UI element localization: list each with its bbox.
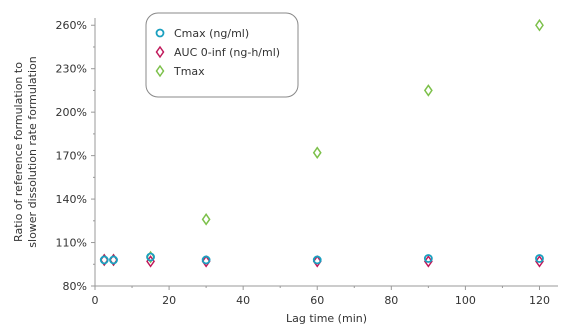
- axes: 80% 110% 140% 170% 200% 230% 260% 0 20 40 60 80 100 1…: [12, 18, 558, 325]
- data-point: [201, 255, 211, 265]
- data-point: [423, 254, 433, 263]
- legend-box: [145, 12, 299, 98]
- y-tick-label: 80%: [63, 280, 87, 293]
- y-axis-title: Ratio of reference formulation to: [12, 62, 25, 242]
- legend-label: Cmax (ng/ml): [174, 27, 249, 40]
- data-point: [423, 84, 433, 97]
- y-tick-label: 200%: [56, 106, 87, 119]
- legend: Cmax (ng/ml) AUC 0-inf (ng-h/ml) Tmax: [145, 12, 299, 98]
- data-point: [201, 213, 211, 226]
- y-tick-label: 140%: [56, 193, 87, 206]
- x-tick-label: 80: [384, 294, 398, 307]
- x-tick-label: 120: [529, 294, 550, 307]
- x-tick-label: 60: [310, 294, 324, 307]
- data-point: [312, 255, 322, 265]
- legend-marker: [155, 45, 165, 59]
- data-point: [535, 254, 544, 263]
- legend-label: Tmax: [173, 65, 205, 78]
- data-point: [109, 255, 118, 265]
- data-point: [201, 255, 211, 268]
- x-tick-label: 40: [236, 294, 250, 307]
- y-tick-label: 110%: [56, 237, 87, 250]
- x-tick-label: 20: [162, 294, 176, 307]
- data-point: [312, 146, 322, 160]
- y-axis-title: slower dissolution rate formulation: [26, 56, 39, 247]
- x-tick-label: 0: [92, 294, 99, 307]
- data-point: [312, 255, 322, 268]
- y-tick-label: 230%: [56, 63, 87, 76]
- data-point: [535, 255, 544, 268]
- x-axis-title: Lag time (min): [286, 312, 367, 325]
- data-points: [99, 18, 544, 268]
- legend-marker: [155, 28, 165, 38]
- data-point: [99, 255, 109, 265]
- legend-marker: [155, 64, 165, 78]
- y-tick-label: 170%: [56, 150, 87, 163]
- data-point: [146, 252, 155, 262]
- y-tick-label: 260%: [56, 19, 87, 32]
- data-point: [423, 255, 433, 268]
- data-point: [535, 18, 544, 32]
- legend-label: AUC 0-inf (ng-h/ml): [174, 46, 280, 59]
- x-tick-label: 100: [455, 294, 476, 307]
